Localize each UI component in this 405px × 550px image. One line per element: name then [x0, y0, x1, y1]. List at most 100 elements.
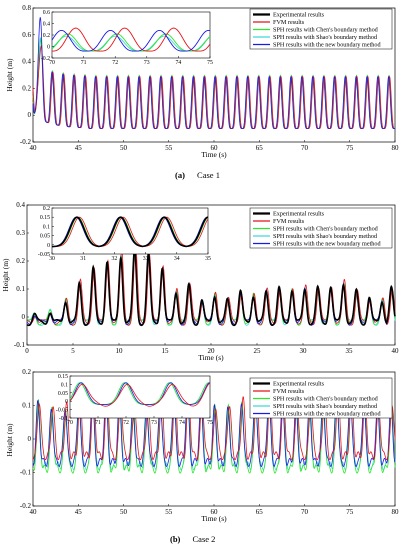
case1-xtick-label: 50 — [120, 144, 128, 152]
inset-case1-xtick-label: 71 — [81, 60, 87, 66]
inset-case1-xtick-label: 72 — [112, 60, 118, 66]
legend-box — [249, 207, 393, 249]
inset-line-exp — [51, 216, 209, 248]
inset-case2-xtick-label: 71 — [95, 420, 101, 426]
inset-series-case-mid — [51, 216, 209, 248]
inset-ticks-case-mid: 30 31 32 33 34 35 -0.05 0 0.05 0.1 0.15 0.2 — [38, 206, 211, 262]
case1-xtick-label: 45 — [75, 144, 83, 152]
inset-case1-ytick-label: 0 — [47, 45, 50, 51]
inset-case-mid-ytick-label: -0.05 — [38, 252, 50, 258]
inset-case-mid-xtick-label: 33 — [143, 256, 149, 262]
inset-line-fvm — [69, 382, 211, 407]
inset-case1-xtick-label: 75 — [207, 60, 213, 66]
legend-box — [249, 8, 393, 50]
case1-ytick-label: 0.4 — [22, 58, 31, 66]
case1-xtick-label: 80 — [392, 144, 400, 152]
legend-label-exp: Experimental results — [273, 211, 325, 218]
case1-xtick-label: 65 — [256, 144, 264, 152]
case2-ytick-label: 0 — [28, 435, 32, 443]
case-mid-ytick-label: 0.2 — [16, 257, 25, 265]
inset-case-mid-xtick-label: 34 — [174, 256, 180, 262]
inset-case-mid-xtick-label: 32 — [112, 256, 118, 262]
inset-case2-ytick-label: 0.1 — [61, 382, 68, 388]
inset-case2-xtick-label: 73 — [151, 420, 157, 426]
case1-xtick-label: 55 — [165, 144, 173, 152]
inset-line-new — [51, 29, 211, 52]
case2-xtick-label: 80 — [392, 508, 400, 516]
series-line-new — [32, 17, 396, 130]
series-line-exp — [26, 246, 396, 327]
inset-case1: 70 71 72 73 74 75 -0.2 0 0.2 0.4 0.6 — [41, 10, 213, 66]
inset-case-mid-xtick-label: 30 — [49, 256, 55, 262]
inset-case1-ytick-label: 0.2 — [43, 33, 50, 39]
inset-case1-ytick-label: 0.4 — [43, 22, 50, 28]
case1-ytick-label: 0.2 — [22, 84, 31, 92]
panel-case1: 40 45 50 55 60 65 70 75 80 -0.2 0 0.2 0.4 0.6 0.8 Heig… — [5, 4, 399, 180]
legend-box — [249, 377, 393, 419]
case-mid-xtick-label: 20 — [208, 347, 216, 355]
case-mid-xtick-label: 10 — [116, 347, 124, 355]
case-mid-ytick-label: 0 — [22, 313, 26, 321]
case1-xtick-label: 40 — [30, 144, 38, 152]
case-mid-xtick-label: 15 — [162, 347, 170, 355]
inset-case2-xtick-label: 70 — [67, 420, 73, 426]
legend-label-shao: SPH results with Shao's boundary method — [273, 233, 378, 240]
legend-label-shao: SPH results with Shao's boundary method — [273, 34, 378, 41]
inset-case1-ytick-label: -0.2 — [41, 56, 50, 62]
ticks-case2: 40 45 50 55 60 65 70 75 80 -0.2 -0.1 0 0.1 0.2 — [20, 368, 399, 516]
inset-case2-ytick-label: 0.15 — [58, 374, 68, 380]
case2-ytick-label: 0.1 — [22, 402, 31, 410]
legend-label-new: SPH results with the new boundary method — [273, 42, 381, 49]
case2-xtick-label: 70 — [301, 508, 309, 516]
inset-line-chen — [51, 33, 211, 52]
series-group-case-mid — [26, 244, 396, 327]
inset-ticks-case2: 70 71 72 73 74 75 -0.1 -0.05 0 0.05 0.1 0.15 — [56, 374, 213, 426]
legend-label-new: SPH results with the new boundary method — [273, 411, 381, 418]
inset-case1-ytick-label: 0.6 — [43, 10, 50, 16]
inset-series-case2 — [69, 382, 211, 407]
case1-xtick-label: 75 — [346, 144, 354, 152]
inset-line-new — [69, 382, 211, 405]
case2-ytick-label: 0.2 — [22, 368, 31, 376]
inset-case1-xtick-label: 70 — [49, 60, 55, 66]
inset-case-mid-ytick-label: 0.15 — [40, 215, 50, 221]
inset-case-mid-ytick-label: 0.2 — [43, 206, 50, 212]
case-mid-ytick-label: 0.4 — [16, 201, 25, 209]
case1-ytick-label: 0 — [28, 111, 32, 119]
inset-case-mid-ytick-label: 0.1 — [43, 224, 50, 230]
ylabel-case1: Height (m) — [5, 58, 14, 92]
panel-case-mid: 0 5 10 15 20 25 30 35 40-0.100.10.20.30.4 Height… — [1, 201, 399, 362]
case-mid-xtick-label: 5 — [71, 347, 75, 355]
case2-ytick-label: -0.2 — [20, 502, 32, 510]
case2-xtick-label: 50 — [120, 508, 128, 516]
case1-ytick-label: 0.8 — [22, 4, 31, 12]
legend-label-chen: SPH results with Chen's boundary method — [273, 27, 379, 34]
case-mid-xtick-label: 25 — [254, 347, 262, 355]
case-mid-xtick-label: 35 — [346, 347, 354, 355]
legend-label-fvm: FVM results — [273, 218, 305, 225]
legend-label-shao: SPH results with Shao's boundary method — [273, 403, 378, 410]
legend-label-new: SPH results with the new boundary method — [273, 241, 381, 248]
case-mid-xtick-label: 0 — [25, 347, 29, 355]
case1-ytick-label: 0.6 — [22, 31, 31, 39]
legend-label-exp: Experimental results — [273, 381, 325, 388]
inset-case2-ytick-label: 0.05 — [58, 391, 68, 397]
case2-xtick-label: 65 — [256, 508, 264, 516]
case2-xtick-label: 45 — [75, 508, 83, 516]
ylabel-case-mid: Height (m) — [1, 258, 10, 292]
inset-case2-ytick-label: -0.05 — [56, 408, 68, 414]
case1-xtick-label: 70 — [301, 144, 309, 152]
inset-line-fvm — [51, 27, 211, 52]
series-group-case1 — [32, 17, 396, 130]
inset-case2-ytick-label: -0.1 — [59, 416, 68, 422]
case-mid-xtick-label: 30 — [300, 347, 308, 355]
inset-case2: 70 71 72 73 74 75 -0.1 -0.05 0 0.05 0.1 0.15 — [56, 374, 213, 426]
inset-case1-xtick-label: 74 — [176, 60, 182, 66]
inset-case2-xtick-label: 72 — [123, 420, 129, 426]
case2-xtick-label: 75 — [346, 508, 354, 516]
legend-label-fvm: FVM results — [273, 19, 305, 26]
case-mid-ytick-label: -0.1 — [14, 341, 26, 349]
